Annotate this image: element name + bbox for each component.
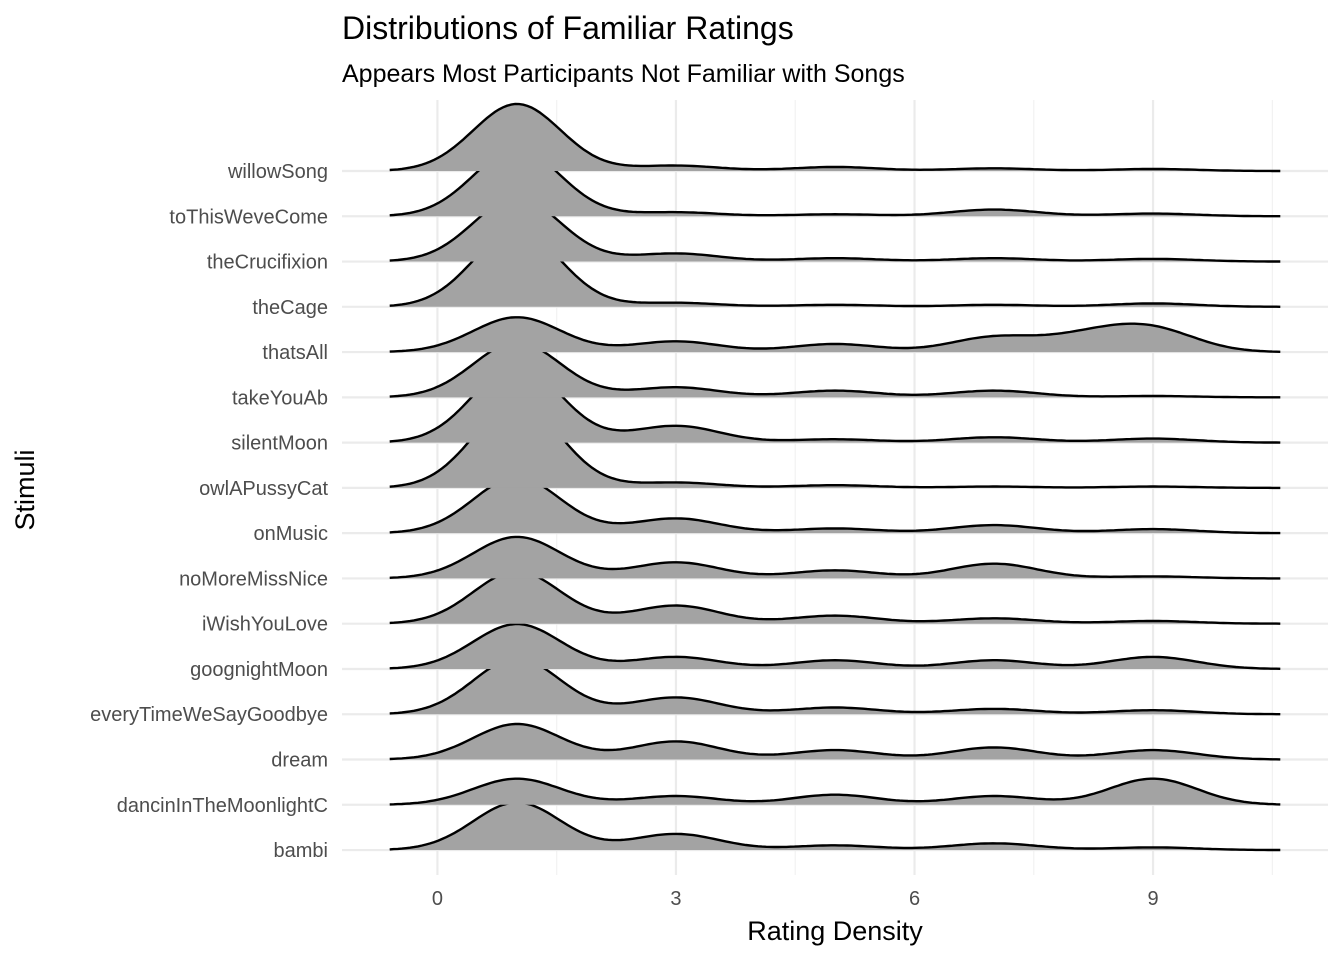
ridge-line-bambi xyxy=(389,801,1281,852)
ridges xyxy=(389,102,1281,852)
y-tick-label: dancinInTheMoonlightC xyxy=(117,795,328,817)
ridge-line-dancinInTheMoonlightC xyxy=(389,777,1281,806)
x-tick-label: 0 xyxy=(432,888,443,910)
x-tick-labels: 0 3 6 9 xyxy=(432,888,1159,910)
y-tick-label: goognightMoon xyxy=(190,659,328,681)
chart-subtitle: Appears Most Participants Not Familiar w… xyxy=(342,60,905,88)
y-tick-label: dream xyxy=(271,750,328,772)
y-tick-label: noMoreMissNice xyxy=(179,568,328,590)
y-tick-label: toThisWeveCome xyxy=(169,206,328,228)
ridge-line-thatsAll xyxy=(389,316,1281,353)
ridge-line-dream xyxy=(389,722,1281,761)
ridge-line-willowSong xyxy=(389,102,1281,173)
y-tick-label: thatsAll xyxy=(262,342,328,364)
y-axis-title: Stimuli xyxy=(10,449,40,530)
ridge-area-willowSong xyxy=(389,104,1281,171)
ridge-line-noMoreMissNice xyxy=(389,535,1281,580)
y-tick-label: theCage xyxy=(252,297,328,319)
x-tick-label: 9 xyxy=(1148,888,1159,910)
y-tick-labels: willowSong toThisWeveCome theCrucifixion th… xyxy=(90,161,328,862)
ridge-area-goognightMoon xyxy=(389,624,1281,669)
ridge-line-goognightMoon xyxy=(389,622,1281,670)
y-tick-label: iWishYouLove xyxy=(202,614,328,636)
y-tick-label: silentMoon xyxy=(231,433,328,455)
ridge-area-dancinInTheMoonlightC xyxy=(389,778,1281,805)
ridge-area-noMoreMissNice xyxy=(389,536,1281,579)
ridge-area-dream xyxy=(389,724,1281,760)
y-tick-label: onMusic xyxy=(254,523,328,545)
y-tick-label: bambi xyxy=(274,840,328,862)
y-tick-label: willowSong xyxy=(227,161,328,183)
ridge-area-bambi xyxy=(389,802,1281,851)
x-tick-label: 6 xyxy=(909,888,920,910)
x-axis-title: Rating Density xyxy=(747,916,923,946)
y-tick-label: takeYouAb xyxy=(232,387,328,409)
y-tick-label: theCrucifixion xyxy=(207,252,328,274)
ridge-area-thatsAll xyxy=(389,317,1281,353)
y-tick-label: owlAPussyCat xyxy=(199,478,328,500)
chart-title: Distributions of Familiar Ratings xyxy=(342,10,794,46)
y-tick-label: everyTimeWeSayGoodbye xyxy=(90,704,328,726)
x-tick-label: 3 xyxy=(670,888,681,910)
